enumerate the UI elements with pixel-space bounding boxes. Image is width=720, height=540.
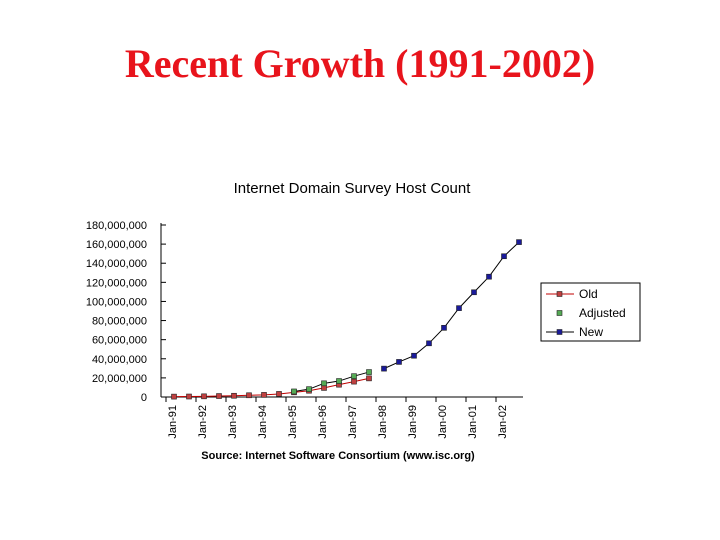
y-tick-label: 40,000,000 [92,354,147,366]
y-tick-label: 20,000,000 [92,373,147,385]
data-point [276,391,282,397]
x-tick-label: Jan-96 [317,405,329,439]
data-point [351,373,357,379]
x-tick-label: Jan-92 [197,405,209,439]
y-tick-label: 100,000,000 [86,296,147,308]
x-tick-label: Jan-00 [437,405,449,439]
data-point [411,352,417,359]
chart-title: Internet Domain Survey Host Count [234,180,472,197]
series-old [171,375,372,400]
data-point [381,365,387,372]
x-tick-label: Jan-93 [227,405,239,439]
legend-marker [556,291,563,297]
data-point [261,392,267,398]
slide-title: Recent Growth (1991-2002) [124,41,596,86]
data-point [426,340,432,347]
legend-marker [556,310,563,316]
x-tick-label: Jan-02 [497,405,509,439]
data-point [216,393,222,399]
legend-label: New [579,325,603,339]
legend-marker [556,329,563,335]
legend: Old Adjusted New [540,282,641,342]
series-new [381,239,522,372]
data-point [471,289,477,296]
series-line [383,241,520,370]
data-point [366,375,372,382]
x-tick-label: Jan-95 [287,405,299,439]
data-point [366,369,372,375]
x-tick-label: Jan-98 [377,405,389,439]
x-tick-label: Jan-97 [347,405,359,439]
data-point [456,305,462,311]
x-tick-label: Jan-94 [257,405,269,439]
data-point [171,393,177,400]
data-point [246,392,252,399]
data-point [321,385,327,391]
data-point [291,388,297,395]
legend-label: Old [579,287,598,301]
y-tick-label: 140,000,000 [86,258,147,270]
data-point [351,378,357,385]
legend-label: Adjusted [579,306,626,320]
data-point [486,273,492,280]
y-tick-label: 80,000,000 [92,316,147,328]
y-tick-label: 160,000,000 [86,239,147,251]
data-point [186,393,192,400]
x-tick-label: Jan-99 [407,405,419,439]
data-point [516,239,522,245]
data-point [321,380,327,387]
data-point [201,393,207,400]
data-point [231,392,237,399]
y-tick-label: 60,000,000 [92,335,147,347]
y-tick-label: 180,000,000 [86,220,147,232]
chart-source: Source: Internet Software Consortium (ww… [201,450,475,462]
data-point [501,253,507,260]
data-point [441,325,447,331]
y-tick-label: 0 [141,392,147,404]
x-tick-label: Jan-91 [167,405,179,439]
data-point [396,359,402,365]
data-point [306,386,312,392]
series-adjusted [291,369,372,395]
series-line [293,371,370,392]
x-tick-label: Jan-01 [467,405,479,439]
y-tick-label: 120,000,000 [86,277,147,289]
plot-area: 0 20,000,000 40,000,000 60,000,000 80,000,00… [86,220,523,439]
data-point [336,378,342,384]
